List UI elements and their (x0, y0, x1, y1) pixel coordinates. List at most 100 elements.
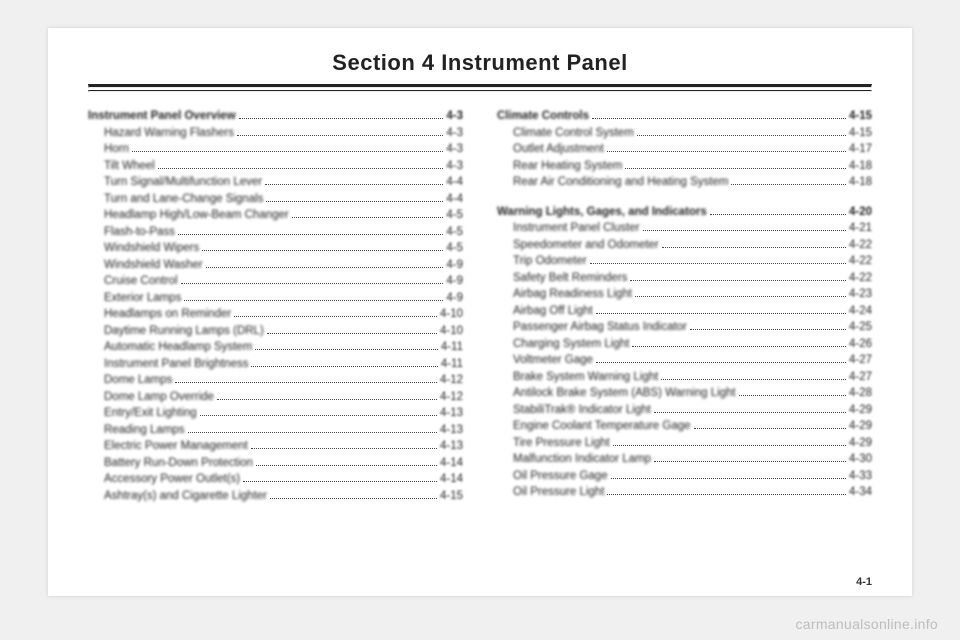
toc-page-ref: 4-3 (446, 144, 463, 156)
toc-label: Malfunction Indicator Lamp (513, 454, 651, 466)
toc-page-ref: 4-3 (446, 128, 463, 140)
toc-leader-dots (267, 333, 437, 334)
toc-leader-dots (654, 461, 846, 462)
toc-entry: Electric Power Management4-13 (88, 441, 463, 453)
toc-page-ref: 4-21 (849, 223, 872, 235)
toc-page-ref: 4-4 (446, 194, 463, 206)
page-container: Section 4 Instrument Panel Instrument Pa… (48, 28, 912, 596)
toc-leader-dots (643, 230, 846, 231)
toc-entry: Daytime Running Lamps (DRL) 4-10 (88, 326, 463, 338)
rule-thin (88, 90, 872, 92)
toc-page-ref: 4-14 (440, 474, 463, 486)
toc-page-ref: 4-17 (849, 144, 872, 156)
toc-entry: Antilock Brake System (ABS) Warning Ligh… (497, 388, 872, 400)
toc-entry: Dome Lamp Override4-12 (88, 392, 463, 404)
toc-entry: Instrument Panel Brightness4-11 (88, 359, 463, 371)
toc-page-ref: 4-20 (849, 207, 872, 219)
toc-leader-dots (661, 379, 846, 380)
toc-label: Rear Air Conditioning and Heating System (513, 177, 728, 189)
toc-leader-dots (243, 481, 437, 482)
toc-leader-dots (217, 399, 437, 400)
toc-entry: Dome Lamps4-12 (88, 375, 463, 387)
toc-label: Automatic Headlamp System (104, 342, 252, 354)
toc-page-ref: 4-15 (849, 111, 872, 123)
toc-page-ref: 4-28 (849, 388, 872, 400)
toc-page-ref: 4-22 (849, 273, 872, 285)
toc-entry: Rear Heating System4-18 (497, 161, 872, 173)
toc-label: Tilt Wheel (104, 161, 155, 173)
toc-label: Accessory Power Outlet(s) (104, 474, 240, 486)
toc-section-head: Warning Lights, Gages, and Indicators 4-2… (497, 207, 872, 219)
toc-page-ref: 4-18 (849, 177, 872, 189)
toc-entry: Safety Belt Reminders4-22 (497, 273, 872, 285)
toc-page-ref: 4-23 (849, 289, 872, 301)
toc-leader-dots (234, 316, 437, 317)
toc-leader-dots (184, 300, 443, 301)
toc-entry: Brake System Warning Light4-27 (497, 372, 872, 384)
toc-leader-dots (251, 448, 437, 449)
toc-columns: Instrument Panel Overview4-3Hazard Warni… (88, 106, 872, 507)
toc-page-ref: 4-9 (446, 260, 463, 272)
toc-leader-dots (592, 118, 846, 119)
toc-label: Daytime Running Lamps (DRL) (104, 326, 264, 338)
toc-leader-dots (178, 234, 443, 235)
toc-entry: Charging System Light4-26 (497, 339, 872, 351)
toc-label: Outlet Adjustment (513, 144, 604, 156)
toc-label: Dome Lamp Override (104, 392, 214, 404)
toc-label: Passenger Airbag Status Indicator (513, 322, 687, 334)
toc-leader-dots (175, 382, 437, 383)
toc-label: Entry/Exit Lighting (104, 408, 197, 420)
toc-leader-dots (731, 184, 846, 185)
toc-entry: Engine Coolant Temperature Gage4-29 (497, 421, 872, 433)
toc-label: Battery Run-Down Protection (104, 458, 253, 470)
toc-page-ref: 4-22 (849, 256, 872, 268)
toc-entry: Climate Control System4-15 (497, 128, 872, 140)
toc-label: Turn Signal/Multifunction Lever (104, 177, 262, 189)
toc-label: Airbag Off Light (513, 306, 593, 318)
toc-entry: Ashtray(s) and Cigarette Lighter 4-15 (88, 491, 463, 503)
toc-page-ref: 4-15 (440, 491, 463, 503)
toc-page-ref: 4-15 (849, 128, 872, 140)
toc-leader-dots (690, 329, 846, 330)
toc-label: Oil Pressure Light (513, 487, 604, 499)
toc-page-ref: 4-10 (440, 309, 463, 321)
toc-leader-dots (596, 313, 846, 314)
toc-page-ref: 4-26 (849, 339, 872, 351)
toc-leader-dots (607, 151, 846, 152)
toc-page-ref: 4-14 (440, 458, 463, 470)
toc-label: Rear Heating System (513, 161, 622, 173)
toc-page-ref: 4-3 (446, 111, 463, 123)
toc-entry: Oil Pressure Light 4-34 (497, 487, 872, 499)
toc-label: Climate Controls (497, 111, 589, 123)
toc-leader-dots (632, 346, 846, 347)
toc-entry: Headlamp High/Low-Beam Changer4-5 (88, 210, 463, 222)
toc-page-ref: 4-11 (441, 342, 463, 354)
toc-label: Windshield Wipers (104, 243, 199, 255)
toc-leader-dots (158, 168, 444, 169)
toc-label: Airbag Readiness Light (513, 289, 632, 301)
toc-page-ref: 4-12 (440, 375, 463, 387)
toc-page-ref: 4-13 (440, 425, 463, 437)
toc-page-ref: 4-34 (849, 487, 872, 499)
toc-page-ref: 4-22 (849, 240, 872, 252)
toc-leader-dots (630, 280, 846, 281)
toc-page-ref: 4-9 (446, 293, 463, 305)
toc-page-ref: 4-29 (849, 405, 872, 417)
toc-label: Ashtray(s) and Cigarette Lighter (104, 491, 267, 503)
toc-label: Windshield Washer (104, 260, 203, 272)
toc-leader-dots (739, 395, 846, 396)
toc-entry: Tilt Wheel4-3 (88, 161, 463, 173)
toc-entry: Speedometer and Odometer4-22 (497, 240, 872, 252)
toc-section-head: Climate Controls 4-15 (497, 111, 872, 123)
toc-page-ref: 4-5 (446, 227, 463, 239)
toc-label: Headlamps on Reminder (104, 309, 231, 321)
toc-leader-dots (266, 201, 443, 202)
toc-label: Warning Lights, Gages, and Indicators (497, 207, 707, 219)
toc-label: Voltmeter Gage (513, 355, 593, 367)
toc-leader-dots (292, 217, 444, 218)
toc-page-ref: 4-4 (446, 177, 463, 189)
toc-page-ref: 4-10 (440, 326, 463, 338)
toc-label: Headlamp High/Low-Beam Changer (104, 210, 289, 222)
toc-leader-dots (637, 135, 846, 136)
toc-entry: Windshield Washer 4-9 (88, 260, 463, 272)
